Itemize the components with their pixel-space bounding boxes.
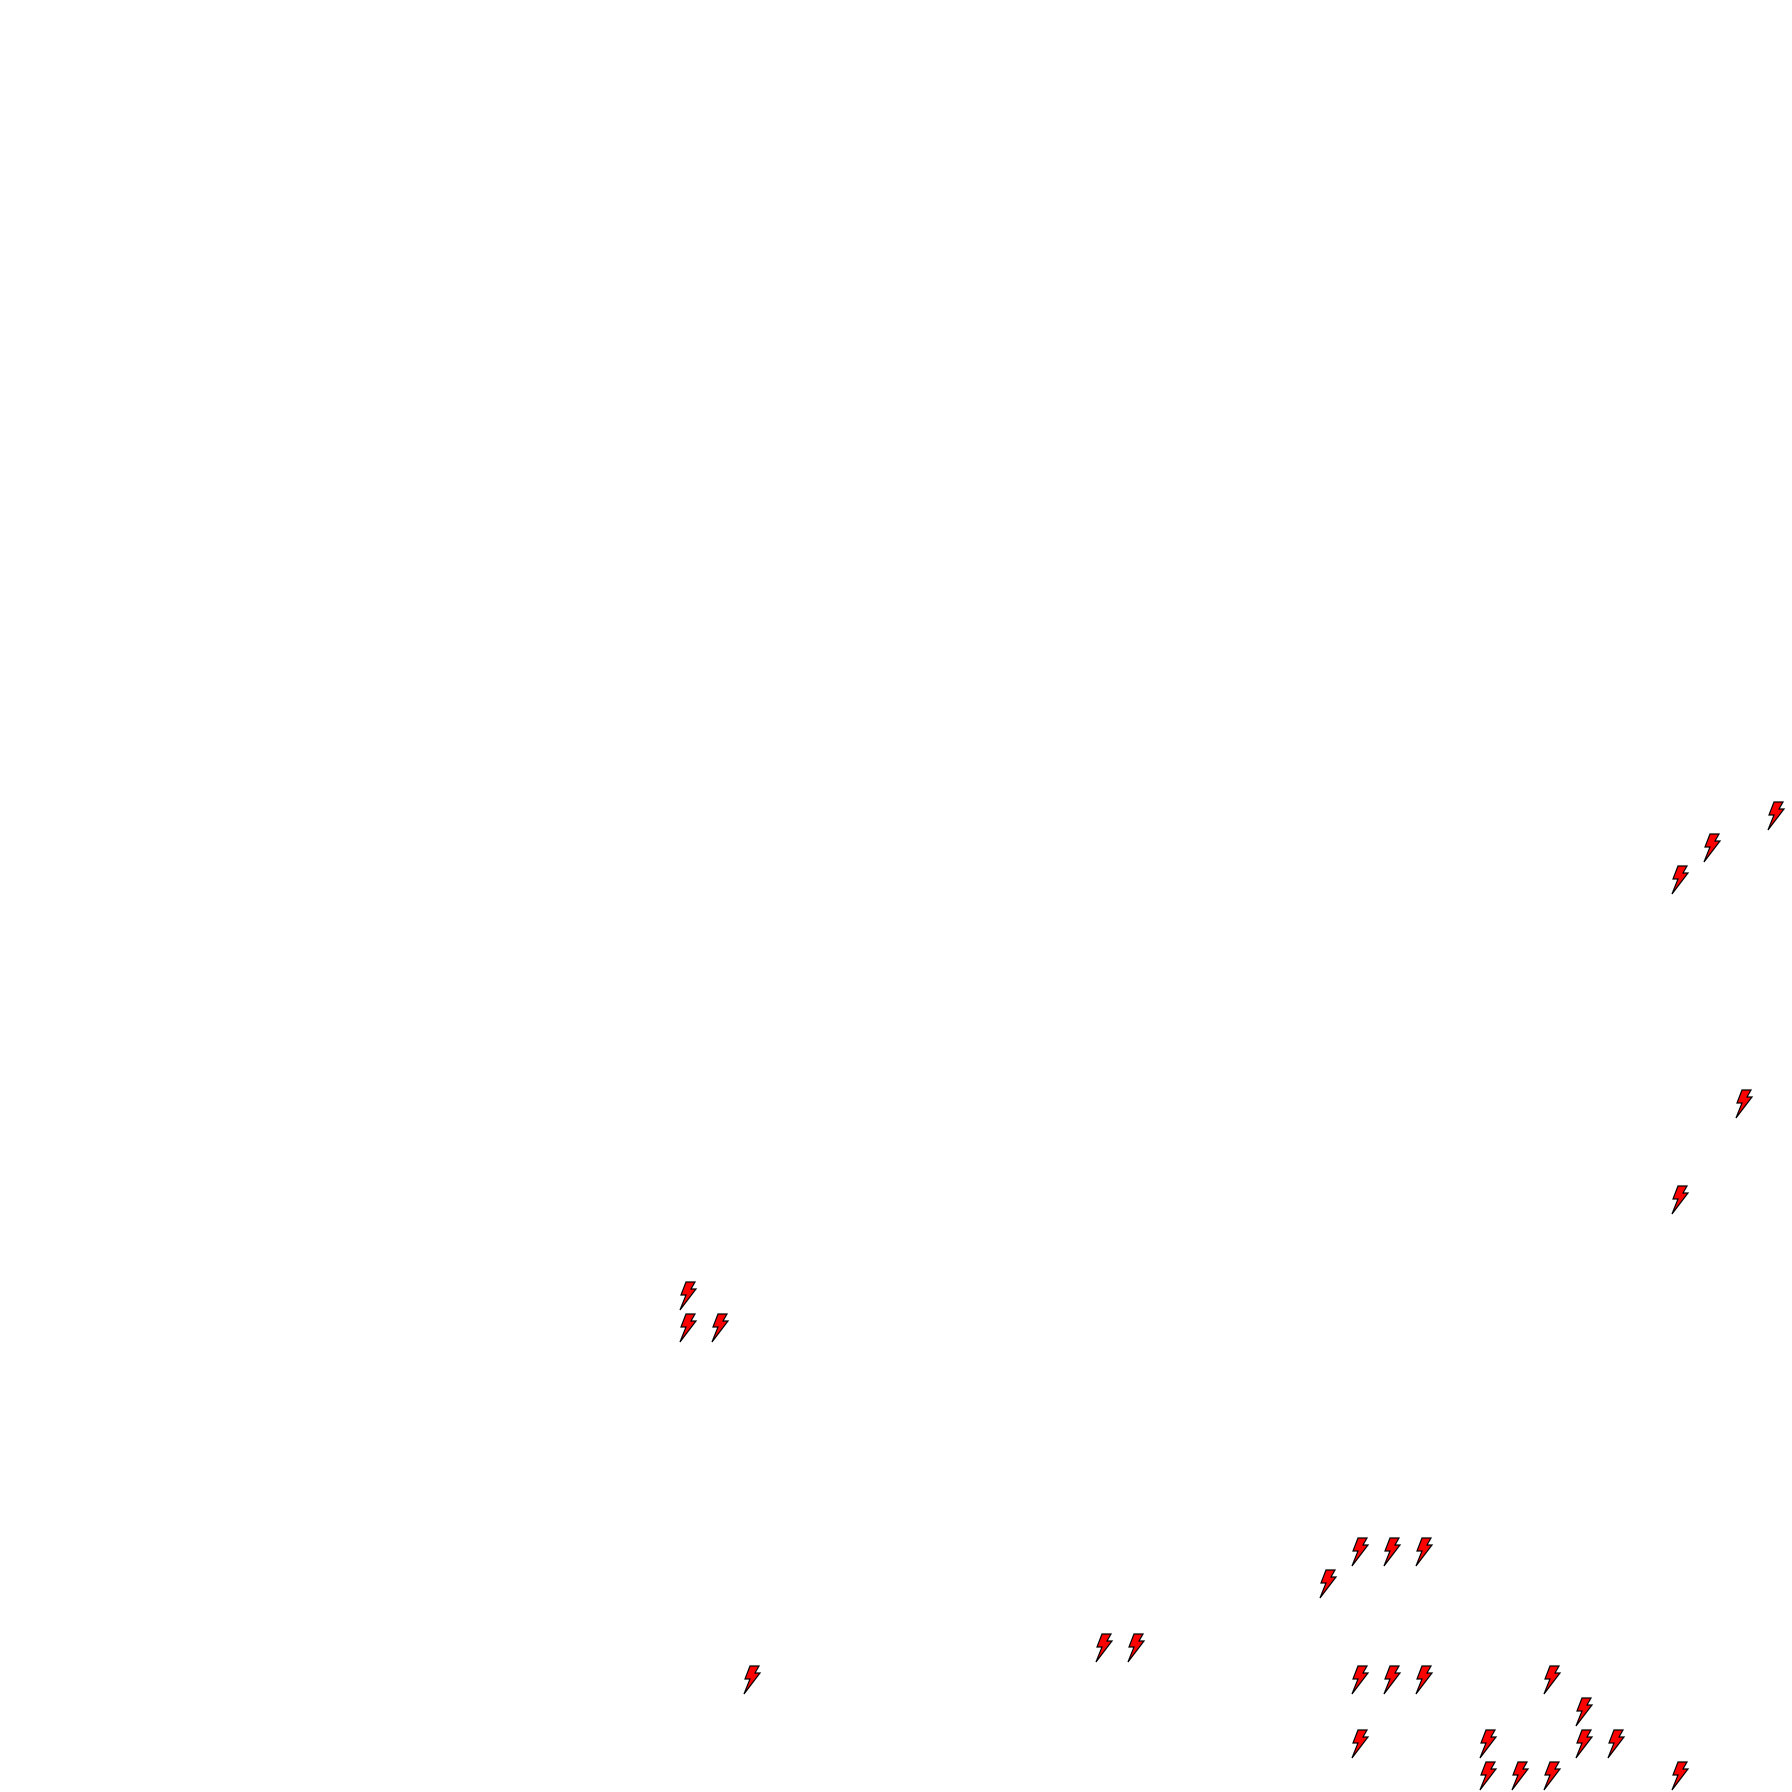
lightning-bolt-icon	[1120, 1632, 1152, 1664]
lightning-bolt-icon	[1536, 1664, 1568, 1696]
lightning-bolt-icon	[1504, 1760, 1536, 1792]
lightning-bolt-icon	[1536, 1760, 1568, 1792]
lightning-bolt-icon	[704, 1312, 736, 1344]
lightning-bolt-icon	[1344, 1728, 1376, 1760]
lightning-bolt-icon	[1664, 1760, 1696, 1792]
lightning-bolt-icon	[672, 1312, 704, 1344]
lightning-bolt-icon	[1344, 1536, 1376, 1568]
lightning-bolt-icon	[1408, 1664, 1440, 1696]
lightning-bolt-icon	[1728, 1088, 1760, 1120]
lightning-bolt-icon	[1760, 800, 1792, 832]
lightning-bolt-icon	[736, 1664, 768, 1696]
lightning-bolt-icon	[1664, 1184, 1696, 1216]
lightning-bolt-icon	[1376, 1536, 1408, 1568]
lightning-bolt-icon	[1472, 1760, 1504, 1792]
lightning-bolt-icon	[1088, 1632, 1120, 1664]
lightning-bolt-icon	[1696, 832, 1728, 864]
lightning-bolt-icon	[1664, 864, 1696, 896]
lightning-bolt-icon	[1600, 1728, 1632, 1760]
lightning-bolt-icon	[1568, 1728, 1600, 1760]
lightning-bolt-icon	[672, 1280, 704, 1312]
lightning-bolt-icon	[1568, 1696, 1600, 1728]
lightning-bolt-icon	[1376, 1664, 1408, 1696]
lightning-bolt-icon	[1408, 1536, 1440, 1568]
lightning-bolt-icon	[1472, 1728, 1504, 1760]
lightning-bolt-icon	[1344, 1664, 1376, 1696]
lightning-bolt-icon	[1312, 1568, 1344, 1600]
